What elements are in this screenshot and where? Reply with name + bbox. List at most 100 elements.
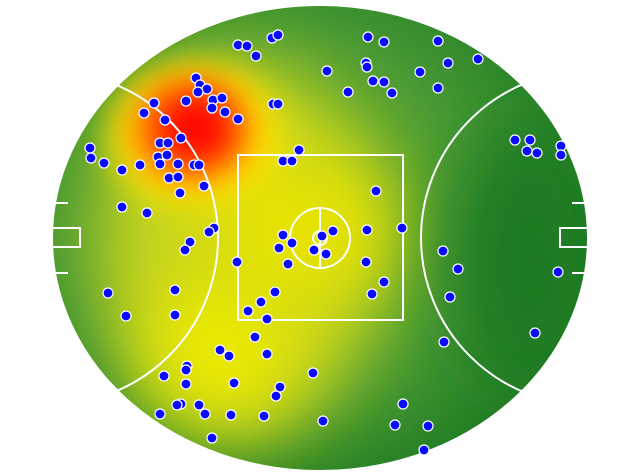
point (378, 276, 390, 288)
point (261, 348, 273, 360)
point (134, 159, 146, 171)
point (509, 134, 521, 146)
point (206, 432, 218, 444)
point (316, 230, 328, 242)
point (396, 222, 408, 234)
point (272, 29, 284, 41)
point (272, 98, 284, 110)
point (286, 155, 298, 167)
point (370, 185, 382, 197)
point (141, 207, 153, 219)
point (321, 65, 333, 77)
point (184, 236, 196, 248)
point (422, 420, 434, 432)
point (269, 286, 281, 298)
point (98, 157, 110, 169)
point (154, 158, 166, 170)
point (223, 350, 235, 362)
point (524, 134, 536, 146)
point (120, 310, 132, 322)
point (172, 158, 184, 170)
point (225, 409, 237, 421)
point (274, 381, 286, 393)
point (270, 390, 282, 402)
point (192, 86, 204, 98)
point (85, 152, 97, 164)
point (432, 82, 444, 94)
point (552, 266, 564, 278)
point (199, 408, 211, 420)
point (116, 164, 128, 176)
point (249, 331, 261, 343)
point (472, 53, 484, 65)
point (216, 92, 228, 104)
points (84, 29, 567, 456)
point (361, 224, 373, 236)
point (293, 144, 305, 156)
point (241, 40, 253, 52)
point (231, 256, 243, 268)
point (84, 142, 96, 154)
point (242, 305, 254, 317)
field-lines (51, 4, 589, 472)
point (414, 66, 426, 78)
point (418, 444, 430, 456)
point (317, 415, 329, 427)
point (169, 309, 181, 321)
point (179, 244, 191, 256)
point (162, 137, 174, 149)
point (307, 367, 319, 379)
point (154, 408, 166, 420)
point (273, 242, 285, 254)
point (159, 114, 171, 126)
point (389, 419, 401, 431)
point (255, 296, 267, 308)
point (529, 327, 541, 339)
point (180, 95, 192, 107)
point (161, 149, 173, 161)
point (171, 399, 183, 411)
point (214, 344, 226, 356)
point (362, 31, 374, 43)
point (180, 364, 192, 376)
point (180, 378, 192, 390)
point (258, 410, 270, 422)
point (174, 187, 186, 199)
point (203, 226, 215, 238)
point (261, 313, 273, 325)
point (286, 237, 298, 249)
point (232, 113, 244, 125)
point (158, 370, 170, 382)
point (442, 57, 454, 69)
point (437, 245, 449, 257)
point (444, 291, 456, 303)
point (531, 147, 543, 159)
point (327, 225, 339, 237)
point (360, 256, 372, 268)
point (172, 171, 184, 183)
point (386, 87, 398, 99)
point (432, 35, 444, 47)
point (378, 76, 390, 88)
point (169, 284, 181, 296)
point (250, 50, 262, 62)
point (175, 132, 187, 144)
point (198, 180, 210, 192)
point (367, 75, 379, 87)
point (361, 61, 373, 73)
point (308, 244, 320, 256)
point (148, 97, 160, 109)
point (521, 145, 533, 157)
point (438, 336, 450, 348)
point (193, 159, 205, 171)
point (342, 86, 354, 98)
point (397, 398, 409, 410)
point (555, 149, 567, 161)
point (378, 36, 390, 48)
point (138, 107, 150, 119)
point (452, 263, 464, 275)
point (193, 399, 205, 411)
point (116, 201, 128, 213)
